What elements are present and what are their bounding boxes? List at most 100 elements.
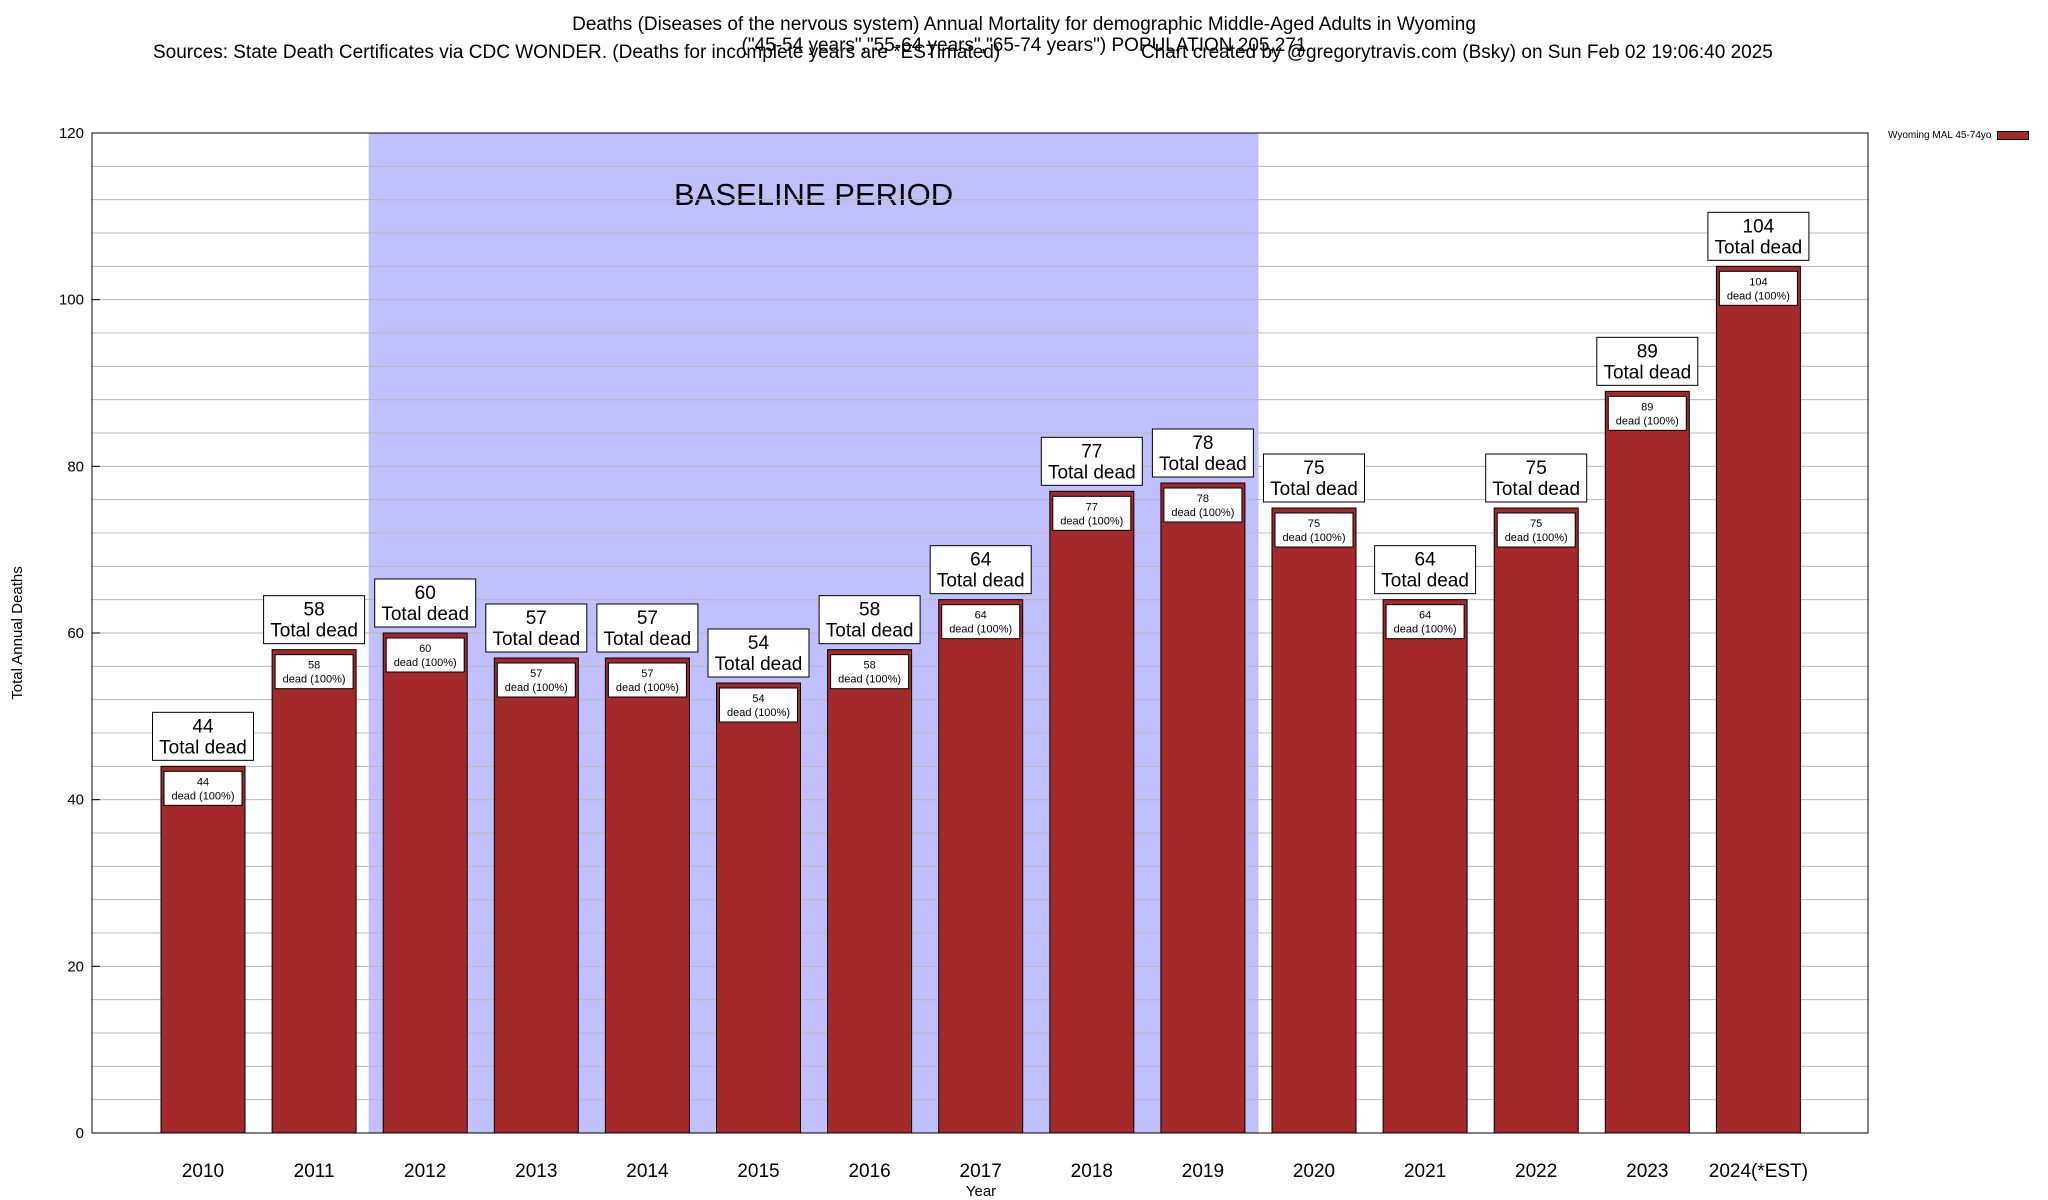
bar xyxy=(1604,390,1690,1134)
outer-total-label: Total dead xyxy=(715,654,803,675)
inner-label-box xyxy=(1052,495,1132,531)
x-tick-label: 2012 xyxy=(404,1161,446,1182)
outer-total-label: Total dead xyxy=(492,629,580,650)
outer-label-box xyxy=(1374,545,1477,595)
inner-value-label: 75 xyxy=(1308,518,1320,530)
inner-percent-label: dead (100%) xyxy=(505,682,568,694)
inner-percent-label: dead (100%) xyxy=(616,682,679,694)
bar xyxy=(1493,507,1579,1134)
inner-label-box xyxy=(1274,512,1354,548)
outer-label-box xyxy=(1485,453,1588,503)
outer-value-label: 78 xyxy=(1192,433,1213,454)
inner-value-label: 58 xyxy=(863,660,875,672)
outer-total-label: Total dead xyxy=(937,571,1025,592)
y-tick-label: 100 xyxy=(59,292,84,309)
bar xyxy=(827,649,913,1134)
inner-value-label: 64 xyxy=(975,610,987,622)
chart-legend: Wyoming MAL 45-74yo xyxy=(1888,130,2030,141)
inner-value-label: 89 xyxy=(1641,401,1653,413)
outer-label-box xyxy=(1263,453,1365,503)
inner-value-label: 104 xyxy=(1749,276,1767,288)
inner-percent-label: dead (100%) xyxy=(1727,290,1790,302)
inner-label-box xyxy=(1163,487,1243,523)
outer-label-box xyxy=(263,595,366,645)
x-tick-label: 2018 xyxy=(1071,1161,1113,1182)
inner-value-label: 78 xyxy=(1197,493,1209,505)
bar xyxy=(271,649,357,1134)
inner-percent-label: dead (100%) xyxy=(1505,532,1568,544)
bar xyxy=(1271,507,1357,1134)
y-tick-label: 40 xyxy=(67,792,84,809)
bar xyxy=(938,599,1024,1134)
outer-label-box xyxy=(818,595,921,645)
outer-total-label: Total dead xyxy=(1381,571,1469,592)
outer-total-label: Total dead xyxy=(159,737,247,758)
outer-label-box xyxy=(374,578,477,628)
outer-total-label: Total dead xyxy=(604,629,692,650)
outer-value-label: 44 xyxy=(192,716,214,737)
inner-label-box xyxy=(830,654,910,690)
x-tick-label: 2011 xyxy=(294,1161,335,1182)
outer-value-label: 89 xyxy=(1637,341,1658,362)
outer-total-label: Total dead xyxy=(826,621,914,642)
chart-source-note: Sources: State Death Certificates via CD… xyxy=(153,42,1001,63)
y-tick-label: 120 xyxy=(59,125,84,142)
outer-value-label: 77 xyxy=(1081,441,1102,462)
outer-value-label: 75 xyxy=(1526,458,1547,479)
bar xyxy=(160,765,246,1134)
inner-percent-label: dead (100%) xyxy=(727,707,790,719)
outer-label-box xyxy=(929,545,1032,595)
outer-total-label: Total dead xyxy=(1270,479,1358,500)
outer-value-label: 57 xyxy=(526,608,547,629)
inner-value-label: 57 xyxy=(530,668,542,680)
bar xyxy=(1382,599,1468,1134)
y-axis-label: Total Annual Deaths xyxy=(9,566,26,699)
inner-label-box xyxy=(719,687,798,723)
inner-label-box xyxy=(1496,512,1576,548)
inner-label-box xyxy=(1607,395,1687,431)
inner-label-box xyxy=(941,604,1021,640)
bar xyxy=(1160,482,1246,1134)
legend-swatch xyxy=(1997,131,2030,140)
outer-total-label: Total dead xyxy=(1492,479,1580,500)
bar xyxy=(604,657,690,1134)
outer-total-label: Total dead xyxy=(1715,237,1803,258)
outer-total-label: Total dead xyxy=(1159,454,1247,475)
inner-percent-label: dead (100%) xyxy=(283,674,346,686)
inner-value-label: 58 xyxy=(308,660,320,672)
bar xyxy=(493,657,579,1134)
inner-percent-label: dead (100%) xyxy=(1616,415,1679,427)
inner-value-label: 44 xyxy=(197,776,209,788)
inner-percent-label: dead (100%) xyxy=(394,657,457,669)
y-tick-label: 80 xyxy=(67,458,84,475)
outer-label-box xyxy=(707,628,810,678)
outer-value-label: 75 xyxy=(1303,458,1324,479)
y-tick-label: 0 xyxy=(76,1125,84,1142)
x-tick-label: 2016 xyxy=(848,1161,890,1182)
outer-value-label: 64 xyxy=(970,550,992,571)
legend-label: Wyoming MAL 45-74yo xyxy=(1888,130,1992,141)
x-tick-label: 2022 xyxy=(1515,1161,1557,1182)
outer-label-box xyxy=(1707,211,1810,261)
inner-percent-label: dead (100%) xyxy=(1283,532,1346,544)
inner-label-box xyxy=(496,662,576,698)
inner-percent-label: dead (100%) xyxy=(172,790,235,802)
x-tick-label: 2021 xyxy=(1404,1161,1446,1182)
outer-label-box xyxy=(1151,428,1254,478)
outer-value-label: 104 xyxy=(1743,216,1775,237)
outer-value-label: 58 xyxy=(304,600,325,621)
outer-total-label: Total dead xyxy=(381,604,469,625)
x-tick-label: 2019 xyxy=(1182,1161,1224,1182)
inner-percent-label: dead (100%) xyxy=(1171,507,1234,519)
inner-label-box xyxy=(385,637,465,673)
inner-value-label: 54 xyxy=(752,693,764,705)
outer-label-box xyxy=(485,603,588,653)
y-tick-label: 60 xyxy=(67,625,84,642)
outer-label-box xyxy=(1040,436,1143,486)
inner-percent-label: dead (100%) xyxy=(838,674,901,686)
inner-value-label: 75 xyxy=(1530,518,1542,530)
x-tick-label: 2024(*EST) xyxy=(1709,1161,1808,1182)
chart-credit: Chart created by @gregorytravis.com (Bsk… xyxy=(1141,42,1773,63)
x-tick-label: 2020 xyxy=(1293,1161,1335,1182)
inner-value-label: 64 xyxy=(1419,610,1431,622)
